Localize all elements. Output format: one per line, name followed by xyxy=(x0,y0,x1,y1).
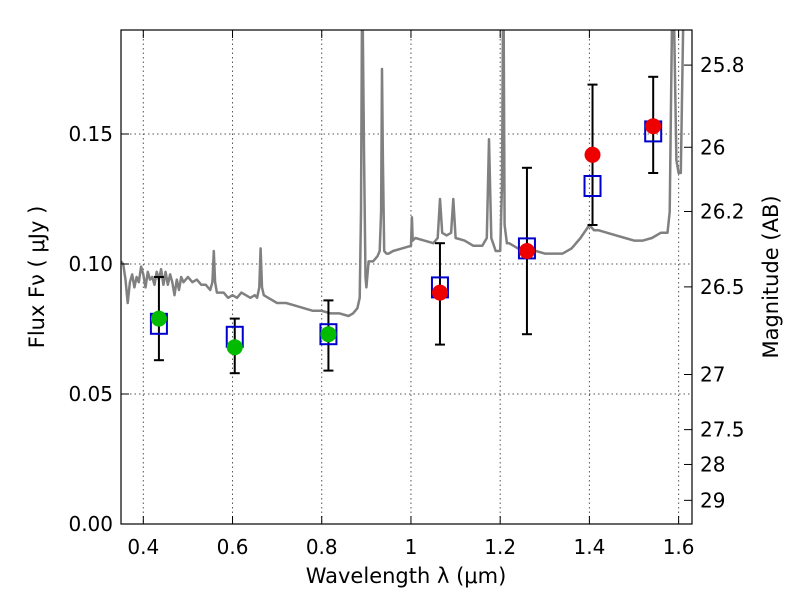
y-tick-label: 0.10 xyxy=(68,252,113,276)
right-tick-label: 29 xyxy=(700,488,725,512)
y-tick-label: 0.00 xyxy=(68,512,113,536)
grid-lines xyxy=(121,30,692,524)
x-tick-label: 1.2 xyxy=(484,535,516,559)
right-axis-label: Magnitude (AB) xyxy=(759,195,783,358)
x-tick-label: 0.8 xyxy=(306,535,338,559)
photometry-point xyxy=(518,243,535,259)
y-tick-label: 0.05 xyxy=(68,382,113,406)
right-tick-label: 26.5 xyxy=(700,275,745,299)
photometry-point xyxy=(226,339,243,356)
x-tick-label: 1 xyxy=(405,535,418,559)
photometry-point xyxy=(150,310,167,327)
x-axis-label-text: Wavelength λ (μm) xyxy=(306,564,507,588)
right-tick-label: 27.5 xyxy=(700,418,745,442)
y-tick-label: 0.15 xyxy=(68,122,113,146)
right-tick-label: 28 xyxy=(700,452,725,476)
right-tick-label: 25.8 xyxy=(700,53,745,77)
photometry-point xyxy=(584,146,601,163)
plot-background xyxy=(121,30,692,524)
right-tick-label: 26 xyxy=(700,135,725,159)
model-square xyxy=(583,175,602,197)
x-axis-label: Wavelength λ (μm) xyxy=(306,564,507,588)
x-tick-label: 1.6 xyxy=(663,535,695,559)
photometry-point xyxy=(645,118,662,135)
x-tick-label: 1.4 xyxy=(573,535,605,559)
right-tick-label: 26.2 xyxy=(700,199,745,223)
plot-frame xyxy=(120,29,693,525)
x-tick-label: 0.4 xyxy=(127,535,159,559)
y-axis-label: Flux Fν ( μJy ) xyxy=(25,206,49,349)
x-tick-label: 0.6 xyxy=(217,535,249,559)
photometry-layer xyxy=(150,118,662,356)
right-tick-label: 27 xyxy=(700,363,725,387)
axis-ticks xyxy=(121,30,692,525)
photometry-point xyxy=(431,284,448,301)
photometry-point xyxy=(320,326,337,343)
right-axis-label-text: Magnitude (AB) xyxy=(759,195,783,358)
y-axis-label-text: Flux Fν ( μJy ) xyxy=(25,206,49,349)
axis-tick-labels: 0.4 0.6 0.8 1 1.2 1.4 1.6 0.00 0.05 0.10 0.15 25.8 2… xyxy=(68,53,744,559)
